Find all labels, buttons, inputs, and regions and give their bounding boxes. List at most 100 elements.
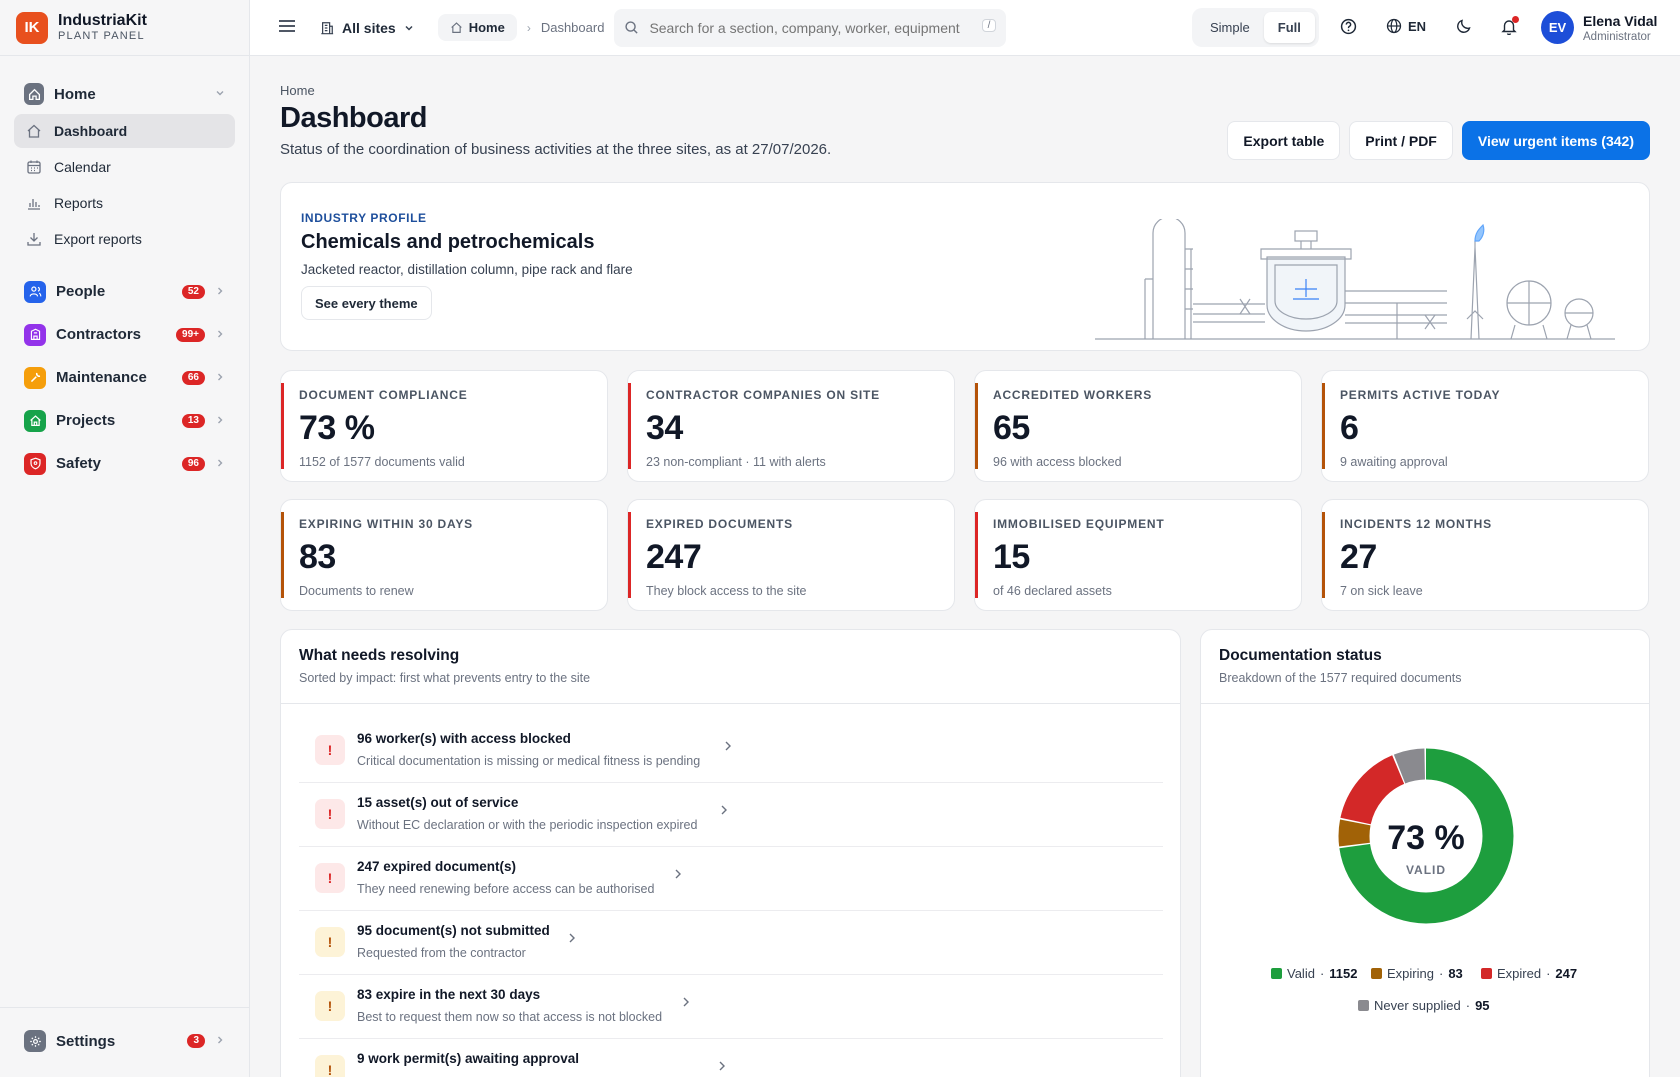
issue-row[interactable]: ! 247 expired document(s) They need rene… <box>299 847 1163 911</box>
brand[interactable]: IK IndustriaKit PLANT PANEL <box>0 0 249 56</box>
search-bar[interactable]: / <box>614 8 1007 47</box>
issue-title: 95 document(s) not submitted <box>357 923 550 938</box>
sidebar-item-people[interactable]: People 52 <box>14 270 235 313</box>
kpi-permits-active[interactable]: PERMITS ACTIVE TODAY 6 9 awaiting approv… <box>1321 370 1649 482</box>
kpi-note: 1152 of 1577 documents valid <box>299 455 465 469</box>
sidebar-item-label: Home <box>54 85 96 103</box>
legend-item-expired: Expired · 247 <box>1481 966 1577 981</box>
kpi-label: ACCREDITED WORKERS <box>993 388 1153 402</box>
legend-swatch <box>1358 1000 1369 1011</box>
sidebar-nav: Home Dashboard Calendar Reports <box>0 56 249 485</box>
export-table-button[interactable]: Export table <box>1227 121 1341 160</box>
issue-title: 96 worker(s) with access blocked <box>357 731 571 746</box>
issue-row[interactable]: ! 96 worker(s) with access blocked Criti… <box>299 719 1163 783</box>
sidebar-item-calendar[interactable]: Calendar <box>14 150 235 184</box>
issue-row[interactable]: ! 83 expire in the next 30 days Best to … <box>299 975 1163 1039</box>
page-breadcrumb[interactable]: Home <box>280 83 315 98</box>
brand-name: IndustriaKit <box>58 12 147 29</box>
chevron-right-icon <box>215 371 225 385</box>
mode-simple-button[interactable]: Simple <box>1210 20 1250 35</box>
user-name[interactable]: Elena Vidal <box>1583 13 1658 29</box>
dark-mode-icon[interactable] <box>1456 18 1472 38</box>
chevron-right-icon <box>723 739 733 755</box>
help-icon[interactable] <box>1340 18 1357 39</box>
count-badge: 66 <box>181 370 205 385</box>
breadcrumb-home[interactable]: Home <box>437 14 517 41</box>
calendar-icon <box>24 157 44 177</box>
sidebar-item-dashboard[interactable]: Dashboard <box>14 114 235 148</box>
topbar: All sites Home › Dashboard / Simple Full… <box>250 0 1680 56</box>
sidebar-item-export-reports[interactable]: Export reports <box>14 222 235 256</box>
sidebar-item-label: People <box>56 283 106 300</box>
site-selector[interactable]: All sites <box>320 20 414 36</box>
house-icon <box>24 409 46 432</box>
sidebar-item-contractors[interactable]: Contractors 99+ <box>14 313 235 356</box>
download-icon <box>24 229 44 249</box>
kpi-value: 83 <box>299 538 336 576</box>
kpi-accredited-workers[interactable]: ACCREDITED WORKERS 65 96 with access blo… <box>974 370 1302 482</box>
kpi-document-compliance[interactable]: DOCUMENT COMPLIANCE 73 % 1152 of 1577 do… <box>280 370 608 482</box>
search-input[interactable] <box>649 19 980 36</box>
kpi-contractor-companies[interactable]: CONTRACTOR COMPANIES ON SITE 34 23 non-c… <box>627 370 955 482</box>
legend-label: Expired <box>1497 966 1542 981</box>
kpi-note: 9 awaiting approval <box>1340 455 1448 469</box>
alert-icon: ! <box>315 735 345 765</box>
issue-description: Requested from the contractor <box>357 946 526 960</box>
issue-row[interactable]: ! 95 document(s) not submitted Requested… <box>299 911 1163 975</box>
issue-description: Best to request them now so that access … <box>357 1010 663 1024</box>
alert-icon: ! <box>315 863 345 893</box>
legend-item-expiring: Expiring · 83 <box>1371 966 1463 981</box>
avatar[interactable]: EV <box>1541 11 1574 44</box>
donut-slice-valid[interactable] <box>1338 748 1514 924</box>
kpi-note: 23 non-compliant · 11 with alerts <box>646 455 826 469</box>
issue-row[interactable]: ! 9 work permit(s) awaiting approval <box>299 1039 1163 1077</box>
alert-icon: ! <box>315 799 345 829</box>
print-pdf-button[interactable]: Print / PDF <box>1349 121 1453 160</box>
chevron-right-icon <box>215 414 225 428</box>
legend-value: 83 <box>1448 966 1463 981</box>
kpi-value: 15 <box>993 538 1030 576</box>
sidebar-item-projects[interactable]: Projects 13 <box>14 399 235 442</box>
kpi-expiring-30-days[interactable]: EXPIRING WITHIN 30 DAYS 83 Documents to … <box>280 499 608 611</box>
count-badge: 99+ <box>176 327 205 342</box>
menu-icon[interactable] <box>278 17 298 38</box>
sidebar-item-label: Settings <box>56 1032 116 1050</box>
industry-profile-title: Chemicals and petrochemicals <box>301 231 595 253</box>
sidebar-item-reports[interactable]: Reports <box>14 186 235 220</box>
count-badge: 13 <box>181 413 205 428</box>
kpi-expired-documents[interactable]: EXPIRED DOCUMENTS 247 They block access … <box>627 499 955 611</box>
brand-subtitle: PLANT PANEL <box>58 30 145 42</box>
language-selector[interactable]: EN <box>1386 18 1426 34</box>
chevron-right-icon: › <box>526 20 531 35</box>
breadcrumb-current: Dashboard <box>540 20 605 35</box>
sidebar-item-label: Export reports <box>54 231 142 247</box>
sidebar-item-maintenance[interactable]: Maintenance 66 <box>14 356 235 399</box>
issue-row[interactable]: ! 15 asset(s) out of service Without EC … <box>299 783 1163 847</box>
mode-full-button[interactable]: Full <box>1263 12 1315 43</box>
warning-icon: ! <box>315 991 345 1021</box>
see-every-theme-button[interactable]: See every theme <box>301 286 432 320</box>
donut-center-label: VALID <box>1406 863 1446 877</box>
kpi-immobilised-equipment[interactable]: IMMOBILISED EQUIPMENT 15 of 46 declared … <box>974 499 1302 611</box>
bell-icon[interactable] <box>1501 18 1517 39</box>
documentation-status-panel: Documentation status Breakdown of the 15… <box>1200 629 1650 1077</box>
sidebar-item-label: Maintenance <box>56 369 147 386</box>
sidebar-item-settings[interactable]: Settings 3 <box>14 1024 235 1058</box>
bar-chart-icon <box>24 193 44 213</box>
kpi-note: 96 with access blocked <box>993 455 1122 469</box>
sidebar-item-label: Reports <box>54 195 104 211</box>
count-badge: 52 <box>181 284 205 299</box>
industry-profile-description: Jacketed reactor, distillation column, p… <box>301 262 633 277</box>
sidebar-groups: People 52 Contractors 99+ Maintenance 66 <box>14 270 235 485</box>
wrench-icon <box>24 366 46 389</box>
issue-title: 15 asset(s) out of service <box>357 795 519 810</box>
building-icon <box>321 21 334 34</box>
page-actions: Export table Print / PDF View urgent ite… <box>1227 121 1650 160</box>
chevron-right-icon <box>673 867 683 883</box>
sidebar-item-home[interactable]: Home <box>14 76 235 112</box>
legend-item-never-supplied: Never supplied · 95 <box>1358 998 1490 1013</box>
donut-slice-expiring[interactable] <box>1338 748 1514 924</box>
kpi-incidents-12-months[interactable]: INCIDENTS 12 MONTHS 27 7 on sick leave <box>1321 499 1649 611</box>
view-urgent-button[interactable]: View urgent items (342) <box>1461 121 1650 160</box>
sidebar-item-safety[interactable]: Safety 96 <box>14 442 235 485</box>
